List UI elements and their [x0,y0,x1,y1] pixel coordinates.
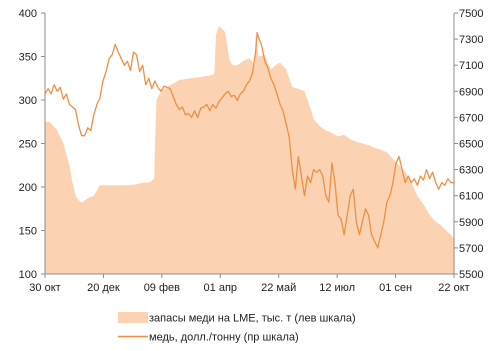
legend-label-area: запасы меди на LME, тыс. т (лев шкала) [149,313,356,325]
x-tick-label: 22 май [261,282,296,294]
right-tick-label: 7100 [459,60,483,72]
right-tick-label: 6900 [459,86,483,98]
left-tick-label: 150 [19,226,37,238]
right-tick-label: 6100 [459,191,483,203]
x-tick-label: 09 фев [144,282,180,294]
legend: запасы меди на LME, тыс. т (лев шкала) м… [118,312,356,344]
left-tick-label: 400 [19,8,37,20]
left-tick-label: 300 [19,95,37,107]
right-tick-label: 7300 [459,34,483,46]
x-tick-label: 30 окт [29,282,60,294]
right-tick-label: 5900 [459,217,483,229]
right-tick-label: 6500 [459,139,483,151]
x-tick-label: 12 июл [319,282,355,294]
legend-swatch-area [118,312,148,323]
x-tick-label: 22 окт [438,282,469,294]
legend-label-line: медь, долл./тонну (пр шкала) [149,332,299,344]
series-area-stocks [45,26,454,274]
line-layer [44,31,454,249]
right-tick-label: 6700 [459,112,483,124]
x-tick-label: 20 дек [87,282,120,294]
area-layer [45,26,454,274]
right-tick-label: 6300 [459,165,483,177]
x-tick-label: 01 апр [204,282,237,294]
left-tick-label: 350 [19,52,37,64]
ticks-layer: 100 150 200 250 300 350 400 5500 5700 5900 6100 630… [19,8,484,294]
left-tick-label: 100 [19,269,37,281]
x-tick-label: 01 сен [379,282,412,294]
left-tick-label: 200 [19,182,37,194]
left-tick-label: 250 [19,139,37,151]
series-line-price [44,31,454,249]
right-tick-label: 5700 [459,243,483,255]
right-tick-label: 5500 [459,269,483,281]
right-tick-label: 7500 [459,8,483,20]
